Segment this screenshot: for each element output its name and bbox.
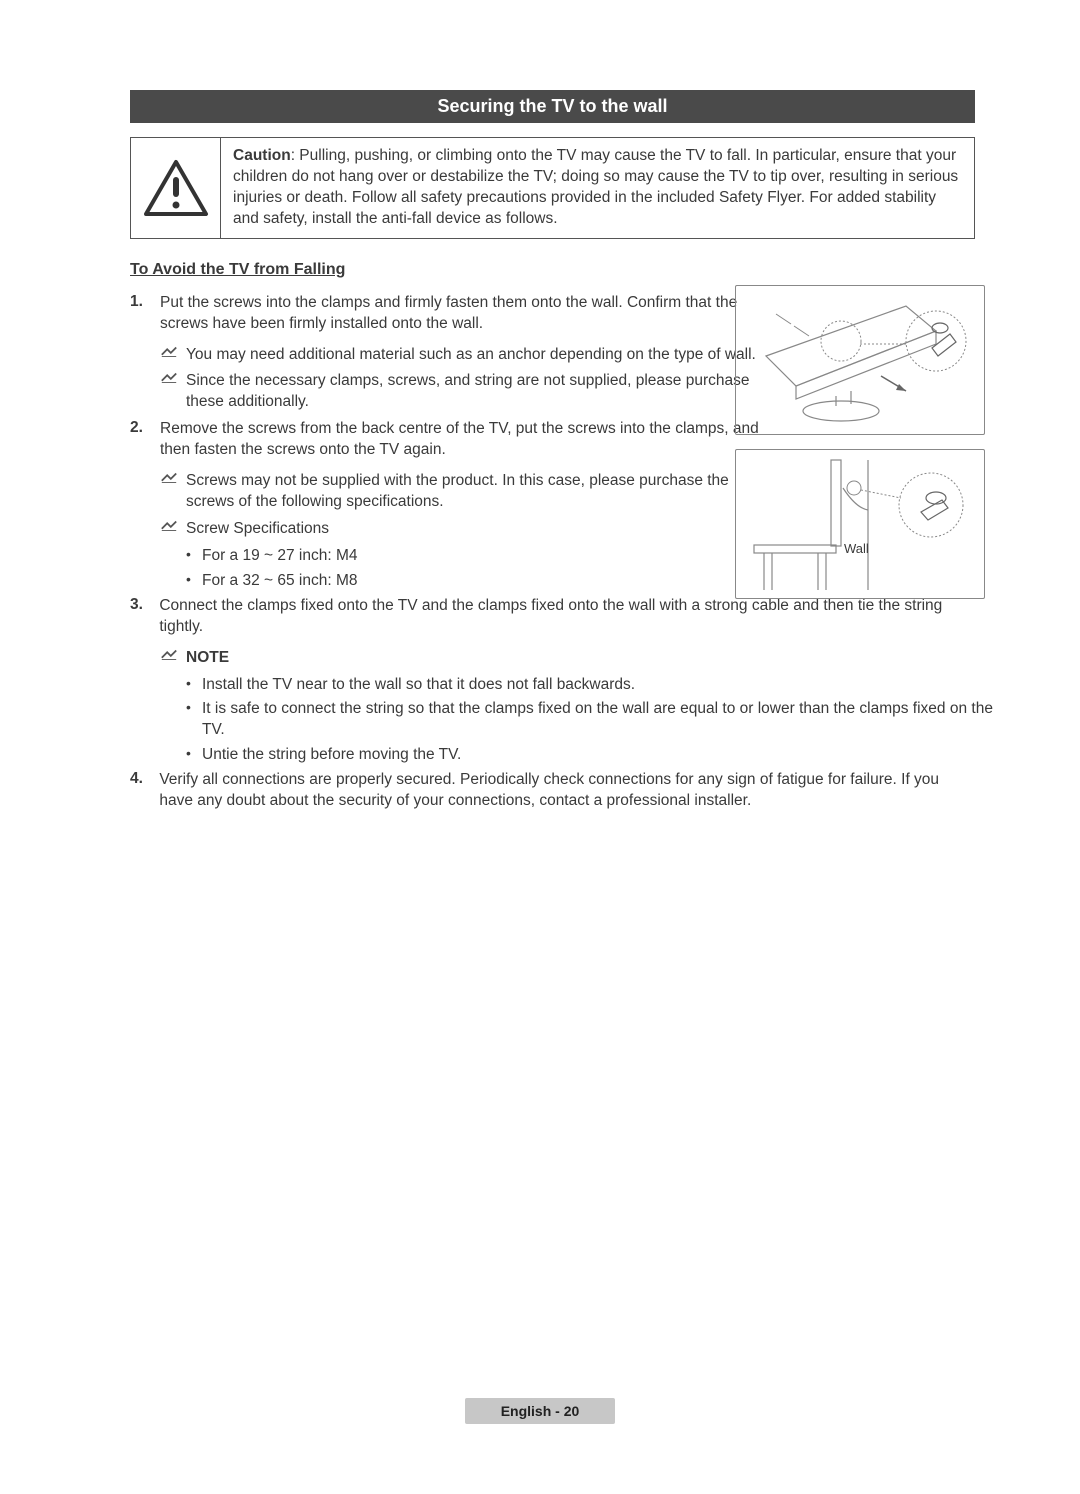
figure-area: Wall bbox=[735, 285, 985, 613]
figure-wall-mount: Wall bbox=[735, 449, 985, 599]
note-text: You may need additional material such as… bbox=[186, 345, 756, 366]
bullet-dot: • bbox=[186, 546, 202, 567]
bullet-dot: • bbox=[186, 675, 202, 696]
caution-label: Caution bbox=[233, 147, 291, 164]
step-4: 4. Verify all connections are properly s… bbox=[130, 770, 975, 812]
bullet-text: For a 19 ~ 27 inch: M4 bbox=[202, 546, 358, 567]
step-text: Put the screws into the clamps and firml… bbox=[160, 293, 760, 335]
bullet-row: • For a 32 ~ 65 inch: M8 bbox=[186, 571, 358, 592]
note-row: Screw Specifications bbox=[160, 519, 329, 540]
wall-label: Wall bbox=[844, 541, 869, 556]
step-num: 4. bbox=[130, 770, 159, 812]
note-icon bbox=[160, 371, 186, 413]
note-icon bbox=[160, 648, 186, 669]
step-num: 3. bbox=[130, 596, 159, 638]
step-2: 2. Remove the screws from the back centr… bbox=[130, 419, 760, 461]
figure-tv-back bbox=[735, 285, 985, 435]
caution-body: : Pulling, pushing, or climbing onto the… bbox=[233, 147, 958, 227]
step-num: 1. bbox=[130, 293, 160, 335]
bullet-row: • For a 19 ~ 27 inch: M4 bbox=[186, 546, 358, 567]
bullet-row: • It is safe to connect the string so th… bbox=[186, 699, 1005, 741]
note-row: Since the necessary clamps, screws, and … bbox=[160, 371, 760, 413]
note-icon bbox=[160, 519, 186, 540]
bullet-dot: • bbox=[186, 571, 202, 592]
warning-icon bbox=[131, 138, 221, 238]
bullet-text: Untie the string before moving the TV. bbox=[202, 745, 461, 766]
note-heading: NOTE bbox=[160, 648, 229, 669]
page-number: English - 20 bbox=[465, 1398, 616, 1424]
note-icon bbox=[160, 471, 186, 513]
note-row: Screws may not be supplied with the prod… bbox=[160, 471, 760, 513]
bullet-dot: • bbox=[186, 745, 202, 766]
note-text: Since the necessary clamps, screws, and … bbox=[186, 371, 760, 413]
step-num: 2. bbox=[130, 419, 160, 461]
note-label: NOTE bbox=[186, 648, 229, 669]
bullet-text: Install the TV near to the wall so that … bbox=[202, 675, 635, 696]
note-text: Screws may not be supplied with the prod… bbox=[186, 471, 760, 513]
caution-text: Caution: Pulling, pushing, or climbing o… bbox=[221, 138, 974, 238]
caution-box: Caution: Pulling, pushing, or climbing o… bbox=[130, 137, 975, 239]
bullet-text: For a 32 ~ 65 inch: M8 bbox=[202, 571, 358, 592]
bullet-row: • Install the TV near to the wall so tha… bbox=[186, 675, 635, 696]
step-text: Remove the screws from the back centre o… bbox=[160, 419, 760, 461]
subheading: To Avoid the TV from Falling bbox=[130, 261, 975, 279]
page-footer: English - 20 bbox=[0, 1398, 1080, 1424]
step-1: 1. Put the screws into the clamps and fi… bbox=[130, 293, 760, 335]
bullet-dot: • bbox=[186, 699, 202, 741]
note-text: Screw Specifications bbox=[186, 519, 329, 540]
section-title: Securing the TV to the wall bbox=[130, 90, 975, 123]
note-row: You may need additional material such as… bbox=[160, 345, 756, 366]
bullet-text: It is safe to connect the string so that… bbox=[202, 699, 1005, 741]
note-icon bbox=[160, 345, 186, 366]
bullet-row: • Untie the string before moving the TV. bbox=[186, 745, 461, 766]
step-text: Verify all connections are properly secu… bbox=[159, 770, 975, 812]
